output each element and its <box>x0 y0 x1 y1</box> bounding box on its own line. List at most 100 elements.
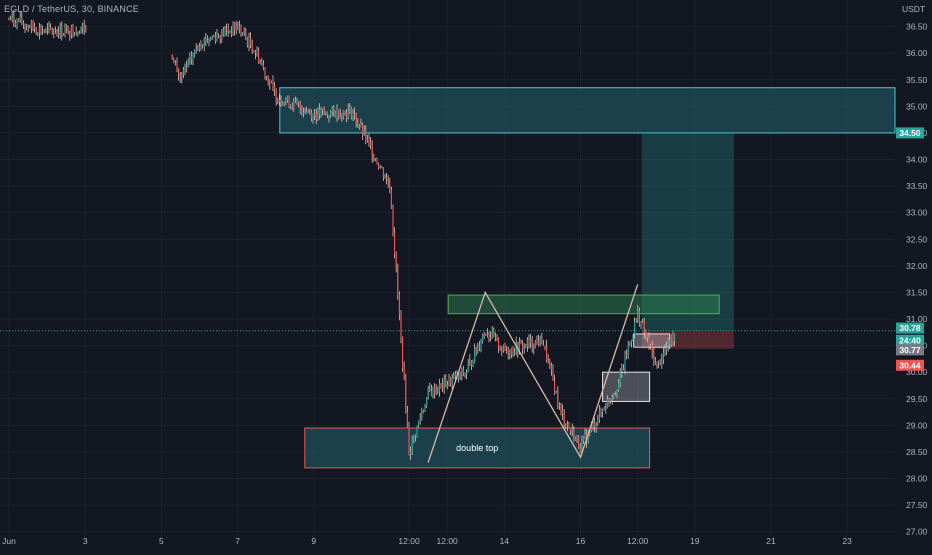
candle-body <box>446 384 448 388</box>
candle-body <box>629 342 631 346</box>
candle-body <box>459 372 461 376</box>
candle-body <box>242 32 244 34</box>
long-position-tool[interactable] <box>447 132 734 402</box>
candle-body <box>507 350 509 354</box>
candle-body <box>227 29 229 32</box>
candle-body <box>80 29 82 34</box>
candle-body <box>494 336 496 338</box>
candle-body <box>600 409 602 412</box>
currency-label: USDT <box>902 4 925 14</box>
candle-body <box>46 28 48 30</box>
candle-body <box>178 68 180 75</box>
candle-body <box>654 361 656 364</box>
candle-body <box>557 391 559 405</box>
candle-body <box>395 253 397 269</box>
candle-body <box>406 411 408 427</box>
y-tick-label: 27.50 <box>906 500 928 510</box>
candle-body <box>427 388 429 397</box>
candle-body <box>598 409 600 421</box>
x-tick-label: 14 <box>500 536 510 546</box>
candle-body <box>435 389 437 395</box>
candle-body <box>490 337 492 339</box>
candle-body <box>186 67 188 69</box>
candle-body <box>374 158 376 160</box>
candle-body <box>325 111 327 113</box>
entry-badge: 30.77 <box>899 345 921 355</box>
x-tick-label: Jun <box>2 536 16 546</box>
candle-body <box>173 59 175 64</box>
y-tick-label: 34.00 <box>906 155 928 165</box>
candle-body <box>331 107 333 112</box>
candle-body <box>650 345 652 347</box>
candle-body <box>83 25 85 31</box>
y-tick-label: 33.00 <box>906 208 928 218</box>
candle-body <box>206 40 208 43</box>
y-tick-label: 32.00 <box>906 261 928 271</box>
countdown-badge: 24:40 <box>899 335 921 345</box>
candle-body <box>200 46 202 48</box>
candle-body <box>181 75 183 78</box>
candle-body <box>210 37 212 41</box>
double-top-label: double top <box>456 443 498 453</box>
candle-body <box>358 125 360 128</box>
candle-body <box>29 27 31 29</box>
candle-body <box>464 373 466 375</box>
candle-body <box>74 34 76 36</box>
candle-body <box>78 32 80 34</box>
pattern-line <box>427 284 639 463</box>
candle-body <box>485 333 487 335</box>
candle-body <box>514 352 516 354</box>
candle-body <box>307 111 309 113</box>
candle-body <box>352 113 354 118</box>
candle-body <box>8 18 10 19</box>
candle-body <box>251 45 253 52</box>
candle-body <box>568 424 570 428</box>
symbol-title[interactable]: EGLD / TetherUS, 30, BINANCE <box>4 4 139 14</box>
candle-body <box>534 340 536 349</box>
candle-body <box>32 21 34 28</box>
candle-body <box>174 63 176 64</box>
candle-body <box>613 393 615 398</box>
candle-body <box>482 335 484 343</box>
candle-body <box>400 314 402 337</box>
candle-body <box>334 111 336 118</box>
zones: double top <box>279 87 896 469</box>
candle-body <box>570 427 572 431</box>
current-price-badge-bg <box>896 322 924 334</box>
candle-body <box>51 29 53 34</box>
candle-body <box>232 23 234 34</box>
candle-body <box>642 322 644 323</box>
candle-body <box>293 100 295 109</box>
candle-body <box>394 232 396 254</box>
candle-body <box>416 425 418 437</box>
candle-body <box>238 26 240 30</box>
candle-body <box>448 377 450 385</box>
candle-body <box>429 388 431 391</box>
candle-body <box>573 429 575 441</box>
candle-body <box>467 364 469 373</box>
candle-body <box>419 418 421 422</box>
candle-body <box>256 50 258 54</box>
candle-body <box>390 189 392 209</box>
candle-body <box>541 336 543 345</box>
x-tick-label: 7 <box>235 536 240 546</box>
candle-body <box>38 27 40 34</box>
candle-body <box>411 438 413 452</box>
candle-body <box>235 25 237 30</box>
candle-body <box>662 352 664 360</box>
candle-body <box>440 383 442 385</box>
candle-body <box>443 378 445 388</box>
candle-body <box>264 67 266 77</box>
candle-body <box>192 55 194 60</box>
y-tick-label: 35.50 <box>906 75 928 85</box>
candle-body <box>483 333 485 336</box>
x-tick-label: 23 <box>842 536 852 546</box>
candle-body <box>50 26 52 30</box>
candle-body <box>558 404 560 406</box>
candle-body <box>384 177 386 179</box>
candle-body <box>597 420 599 425</box>
candle-body <box>506 350 508 352</box>
candle-body <box>546 345 548 361</box>
